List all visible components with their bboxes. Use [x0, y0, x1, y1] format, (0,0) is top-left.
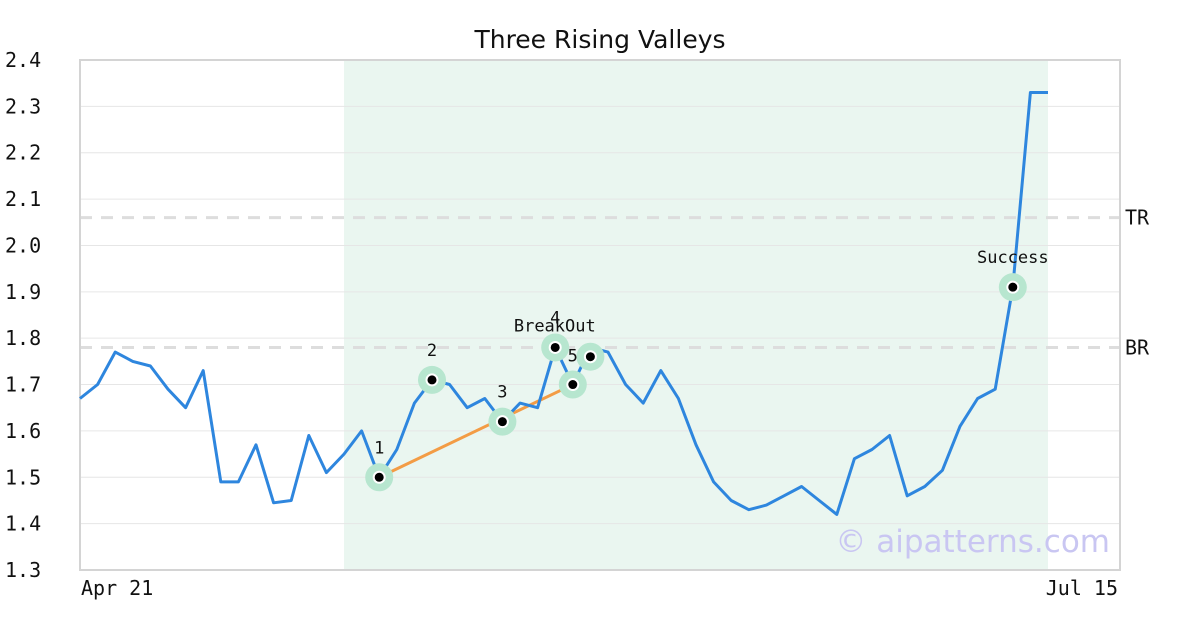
pattern-point-label: 2 [427, 341, 437, 361]
pattern-point [583, 350, 597, 364]
y-tick-label: 1.3 [5, 558, 41, 582]
y-tick-label: 2.0 [5, 233, 41, 257]
pattern-point [372, 470, 386, 484]
watermark: © aipatterns.com [835, 524, 1110, 560]
pattern-point [566, 378, 580, 392]
plot-frame [79, 59, 1121, 571]
pattern-point [425, 373, 439, 387]
pattern-point-label: 4 [550, 308, 560, 328]
y-tick-label: 2.3 [5, 94, 41, 118]
y-tick-label: 1.7 [5, 373, 41, 397]
pattern-point-label: Success [977, 248, 1049, 268]
level-label: TR [1125, 206, 1150, 230]
pattern-region [344, 60, 1048, 570]
level-label: BR [1125, 335, 1150, 359]
pattern-point [1006, 280, 1020, 294]
pattern-point [495, 415, 509, 429]
pattern-point [548, 340, 562, 354]
y-tick-label: 2.1 [5, 187, 41, 211]
price-line [79, 91, 1048, 516]
pattern-point-label: 1 [374, 438, 384, 458]
x-tick-label: Apr 21 [81, 576, 153, 600]
annotation-label: BreakOut [514, 316, 596, 336]
y-tick-label: 1.5 [5, 465, 41, 489]
y-tick-label: 2.2 [5, 141, 41, 165]
x-tick-label: Jul 15 [1046, 576, 1118, 600]
y-tick-label: 1.4 [5, 512, 41, 536]
chart-title: Three Rising Valleys [473, 25, 725, 54]
pattern-point-label: 3 [497, 383, 507, 403]
y-tick-label: 2.4 [5, 48, 41, 72]
y-tick-label: 1.8 [5, 326, 41, 350]
y-tick-label: 1.6 [5, 419, 41, 443]
pattern-point-label: 5 [568, 347, 578, 367]
y-tick-label: 1.9 [5, 280, 41, 304]
